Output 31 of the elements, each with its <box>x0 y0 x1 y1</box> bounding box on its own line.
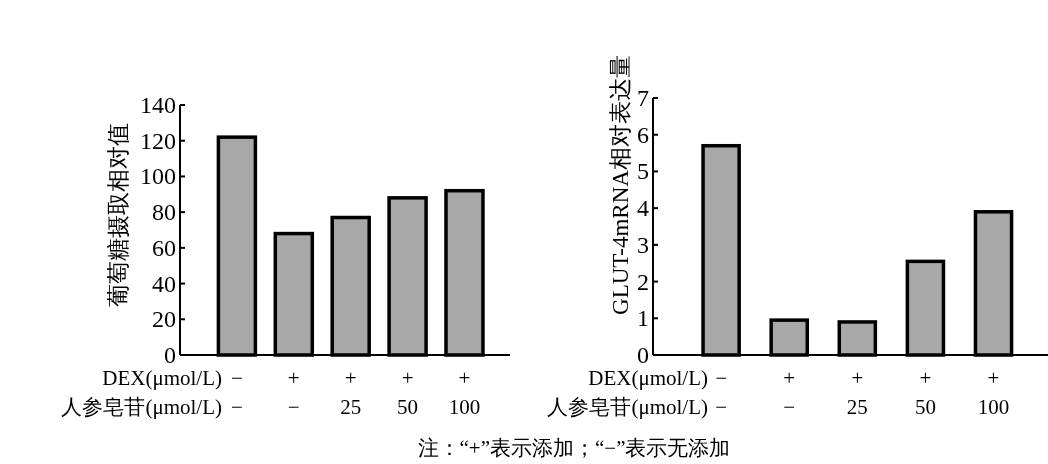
y-tick-label: 140 <box>140 92 176 118</box>
y-tick-label: 3 <box>637 231 649 258</box>
x-tick-label: + 50 <box>397 366 419 419</box>
y-tick-label: 0 <box>164 342 176 368</box>
y-tick-label: 4 <box>637 195 649 222</box>
x-tick-label: + − <box>287 366 300 419</box>
text: 注：“+”表示添加；“−”表示无添加 <box>417 436 731 460</box>
y-tick-label: 7 <box>637 85 649 111</box>
x-tick-label: + 100 <box>448 366 481 419</box>
y-tick-label: 0 <box>637 342 649 368</box>
y-tick-label: 40 <box>152 270 176 297</box>
y-tick-label: 20 <box>152 306 176 333</box>
x-axis-title: DEX(μmol/L) 人参皂苷(μmol/L) <box>547 366 708 419</box>
y-tick-label: 60 <box>152 234 176 261</box>
y-axis-title: 葡萄糖摄取相对值 <box>105 123 131 307</box>
x-tick-label: − − <box>715 366 728 419</box>
x-tick-label: − − <box>230 366 243 419</box>
y-tick-label: 6 <box>637 121 649 148</box>
x-tick-label: + − <box>783 366 796 419</box>
x-tick-label: + 100 <box>977 366 1010 419</box>
y-axis-title: GLUT-4mRNA相对表达量 <box>607 55 633 315</box>
x-tick-label: + 25 <box>846 366 868 419</box>
y-tick-label: 80 <box>152 199 176 226</box>
y-tick-label: 100 <box>140 163 176 190</box>
y-tick-label: 120 <box>140 127 176 154</box>
y-tick-label: 1 <box>637 305 649 332</box>
x-axis-title: DEX(μmol/L) 人参皂苷(μmol/L) <box>61 366 222 419</box>
y-tick-label: 5 <box>637 158 649 185</box>
x-tick-label: + 50 <box>914 366 936 419</box>
y-tick-label: 2 <box>637 268 649 295</box>
x-tick-label: + 25 <box>340 366 362 419</box>
